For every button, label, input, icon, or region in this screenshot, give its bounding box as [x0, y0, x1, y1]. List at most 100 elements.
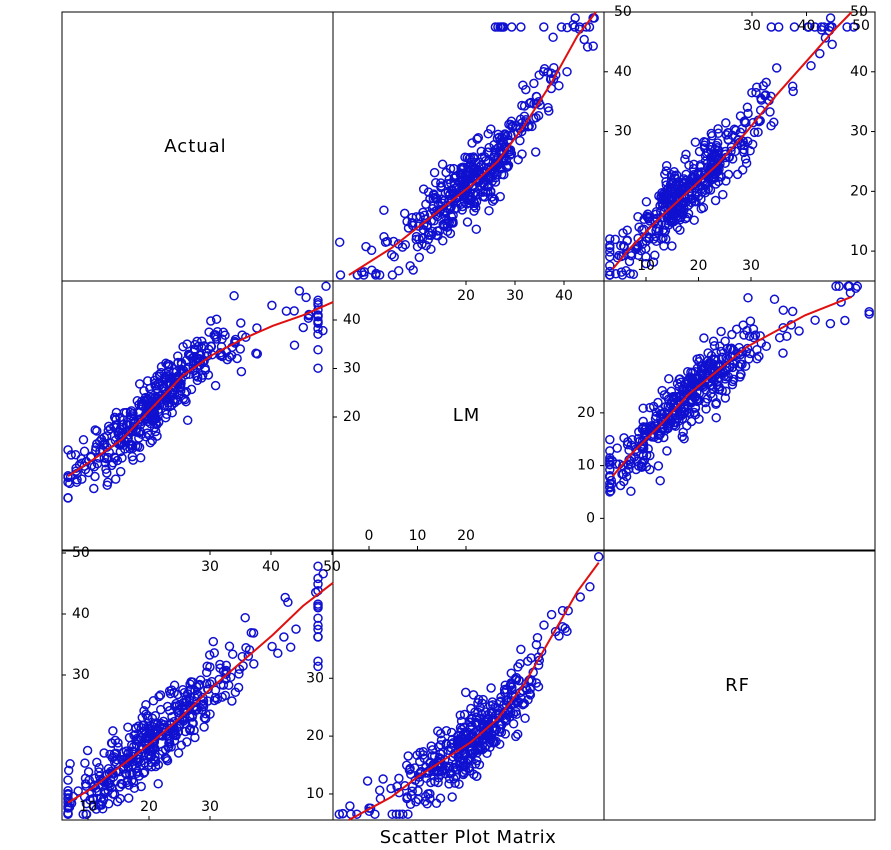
- data-point: [386, 249, 397, 260]
- data-point: [150, 710, 161, 721]
- data-point: [91, 442, 101, 452]
- data-point: [706, 358, 717, 369]
- data-point: [446, 743, 456, 753]
- data-point: [399, 208, 410, 219]
- data-point: [519, 698, 530, 709]
- data-point: [529, 78, 539, 89]
- data-point: [204, 650, 215, 660]
- data-point: [431, 798, 442, 809]
- data-point: [669, 420, 679, 430]
- data-point: [400, 240, 411, 250]
- data-point: [196, 336, 207, 346]
- data-point: [489, 737, 500, 747]
- data-point: [414, 252, 425, 263]
- data-point: [627, 435, 638, 445]
- tick-label-rf-left-30: 30: [72, 667, 90, 683]
- panel-frame-lm-rf: [603, 280, 876, 551]
- data-point: [538, 66, 549, 77]
- data-point: [517, 100, 527, 111]
- data-point: [195, 360, 205, 370]
- data-point: [63, 445, 73, 455]
- data-point: [141, 700, 151, 710]
- axis-labels: Actual LM RF 10 20 30 40 50 30 40 50 30 40 50 10 20 30 20…: [62, 4, 875, 820]
- data-point: [171, 730, 181, 741]
- data-point: [470, 203, 481, 213]
- data-point: [778, 348, 788, 358]
- data-point: [492, 158, 503, 169]
- data-point: [687, 397, 697, 407]
- data-point: [702, 373, 712, 384]
- data-point: [240, 612, 250, 623]
- data-point: [641, 258, 651, 269]
- data-point: [721, 118, 731, 128]
- data-point: [714, 145, 724, 156]
- data-point: [506, 685, 517, 695]
- data-point: [234, 669, 244, 679]
- data-point: [425, 793, 435, 804]
- data-point: [64, 802, 75, 812]
- data-point: [711, 140, 722, 151]
- tick-label-rf-left-50: 50: [72, 545, 90, 561]
- data-point: [503, 161, 513, 172]
- tick-label-actual-left-40: 40: [614, 64, 632, 80]
- data-point: [825, 318, 836, 329]
- data-point: [707, 131, 717, 141]
- data-point: [769, 117, 779, 128]
- data-point: [153, 779, 163, 789]
- data-point: [484, 142, 494, 153]
- data-point: [200, 365, 211, 375]
- data-point: [844, 281, 855, 292]
- data-point: [80, 779, 91, 789]
- data-point: [209, 648, 220, 658]
- data-point: [173, 748, 184, 758]
- data-point: [465, 152, 476, 163]
- data-point: [702, 360, 712, 370]
- data-point: [440, 207, 450, 217]
- data-point: [438, 236, 448, 246]
- data-point-capped: [848, 22, 859, 32]
- data-point: [769, 294, 780, 305]
- data-point: [283, 597, 293, 608]
- data-point: [637, 239, 648, 249]
- data-point: [241, 642, 251, 653]
- data-point: [519, 122, 529, 132]
- data-point: [850, 283, 861, 294]
- data-point: [195, 357, 206, 367]
- data-point: [238, 661, 248, 671]
- data-point: [285, 642, 296, 652]
- data-point: [111, 766, 121, 777]
- data-point: [127, 746, 138, 757]
- data-point: [190, 732, 200, 743]
- data-point: [446, 202, 456, 212]
- data-point: [412, 241, 423, 252]
- smoother-line-rf-vs-actual: [67, 582, 334, 804]
- data-point: [752, 344, 762, 355]
- data-point: [690, 137, 701, 147]
- data-point-capped: [773, 22, 784, 32]
- data-point: [486, 683, 496, 693]
- data-point: [700, 185, 711, 195]
- data-point: [129, 730, 139, 741]
- data-point: [680, 154, 690, 164]
- data-point: [626, 250, 637, 261]
- data-point: [397, 242, 408, 252]
- data-point: [162, 755, 173, 766]
- data-point: [517, 149, 527, 159]
- data-point: [196, 373, 207, 383]
- data-point: [716, 326, 726, 337]
- data-point: [133, 407, 144, 417]
- data-point: [530, 147, 541, 157]
- data-point-capped: [313, 656, 323, 666]
- data-point: [611, 269, 621, 279]
- data-point: [398, 809, 408, 819]
- data-point-capped: [313, 632, 323, 642]
- data-point: [236, 366, 247, 377]
- data-point: [771, 63, 782, 73]
- data-point: [667, 194, 678, 204]
- data-point: [642, 431, 652, 441]
- data-point: [532, 632, 543, 643]
- data-point: [445, 178, 456, 188]
- data-point: [444, 763, 455, 773]
- data-point: [129, 741, 139, 752]
- data-point: [182, 339, 192, 349]
